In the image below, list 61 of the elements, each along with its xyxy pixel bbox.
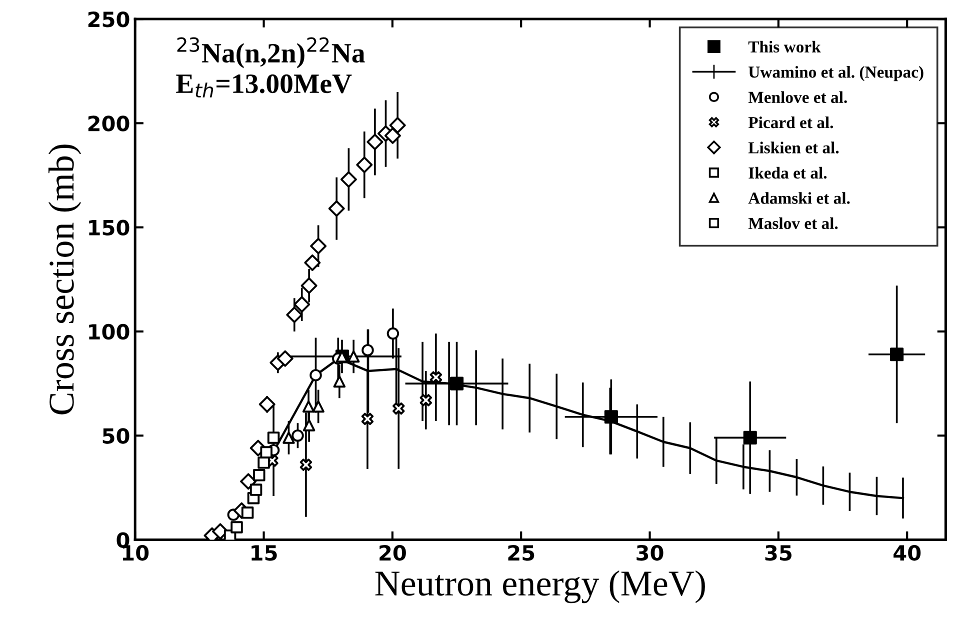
legend-label: Liskien et al. [748,142,839,154]
point [310,238,327,254]
x-tick-label: 40 [894,544,921,561]
x-tick-label: 20 [380,544,406,561]
point [340,171,357,188]
legend-label: Maslov et al. [748,217,838,230]
legend-label: Uwamino et al. (Neupac) [748,66,924,82]
point [258,396,276,413]
annotation: E$_{th}$=13.00MeV [176,74,352,98]
point [366,134,384,150]
point [312,400,324,413]
point [286,306,303,324]
legend-label: Menlove et al. [748,91,847,104]
x-tick-label: 30 [636,544,664,561]
x-tick-label: 35 [765,544,792,561]
point [356,156,373,174]
point [362,344,374,356]
point [300,458,312,471]
point [258,456,270,469]
point [389,117,406,134]
point [450,376,464,390]
point [310,369,322,382]
point [292,429,304,442]
legend-label: Ikeda et al. [748,166,827,179]
annotation: $^{23}$Na(n,2n)$^{22}$Na [177,37,365,68]
point [384,127,401,144]
point [302,400,315,413]
point [361,412,374,426]
y-axis-title: Cross section (mb) [48,144,82,414]
legend-label: Adamski et al. [748,192,850,204]
point [294,296,310,313]
point [230,521,243,534]
y-tick-label: 250 [88,12,130,28]
point [890,348,904,362]
point [260,446,272,458]
y-tick-label: 200 [88,116,130,132]
point [241,506,254,519]
point [300,277,318,294]
point [253,469,266,482]
point [743,430,757,444]
point [333,375,346,388]
point [604,410,618,424]
x-tick-label: 25 [508,544,534,561]
point [276,350,294,367]
point [392,402,405,415]
point [430,371,442,384]
y-tick-label: 150 [89,220,130,236]
point [267,432,280,444]
point [282,432,295,444]
point [328,200,345,217]
point [420,394,432,406]
point [304,254,321,271]
point [386,327,400,340]
x-tick-label: 15 [252,545,277,561]
x-axis-title: Neutron energy (MeV) [375,570,705,604]
y-tick-label: 100 [89,324,130,340]
point [250,484,262,496]
point [302,419,316,432]
legend-label: This work [748,40,821,53]
legend-label: Picard et al. [748,116,834,128]
y-tick-label: 50 [102,428,130,444]
